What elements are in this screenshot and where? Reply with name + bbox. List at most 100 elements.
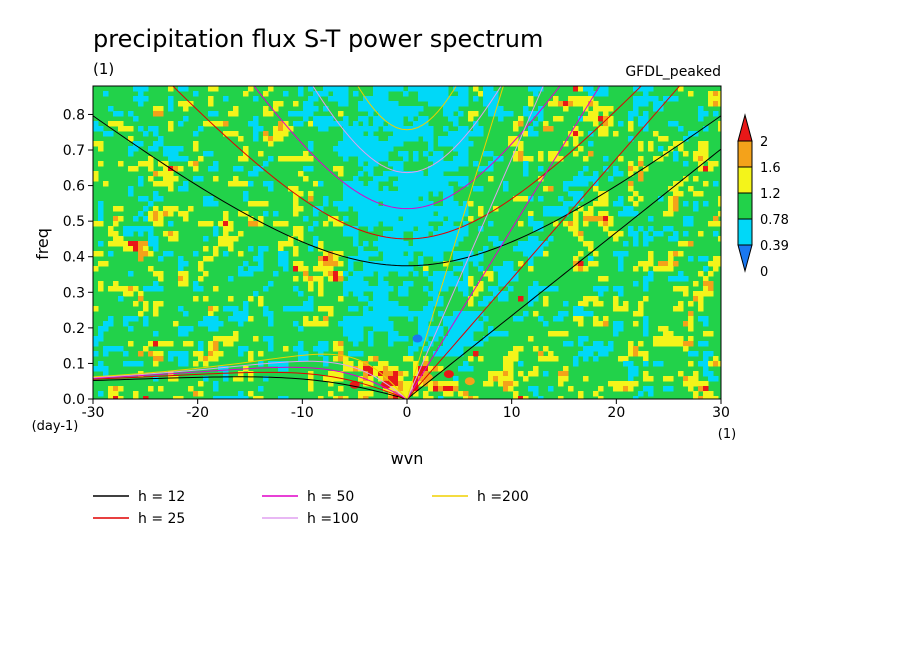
field-cell bbox=[108, 226, 114, 232]
field-cell bbox=[93, 266, 99, 272]
field-cell bbox=[463, 271, 469, 277]
field-cell bbox=[448, 201, 454, 207]
field-cell bbox=[433, 186, 439, 192]
field-cell bbox=[693, 151, 699, 157]
field-cell bbox=[318, 121, 324, 127]
field-cell bbox=[448, 176, 454, 182]
field-cell bbox=[238, 311, 244, 317]
field-cell bbox=[463, 341, 469, 347]
field-cell bbox=[343, 91, 349, 97]
field-cell bbox=[598, 86, 604, 92]
field-cell bbox=[608, 216, 614, 222]
field-cell bbox=[708, 396, 714, 399]
field-cell bbox=[443, 181, 449, 187]
field-cell bbox=[103, 181, 109, 187]
field-cell bbox=[598, 221, 604, 227]
field-cell bbox=[573, 196, 579, 202]
field-cell bbox=[378, 111, 384, 117]
field-cell bbox=[668, 276, 674, 282]
field-cell bbox=[128, 186, 134, 192]
field-cell bbox=[98, 206, 104, 212]
field-cell bbox=[653, 156, 659, 162]
field-cell bbox=[693, 201, 699, 207]
field-cell bbox=[398, 221, 404, 227]
field-cell bbox=[383, 311, 389, 317]
field-cell bbox=[98, 141, 104, 147]
field-cell bbox=[203, 376, 209, 382]
field-cell bbox=[458, 311, 464, 317]
field-cell bbox=[428, 366, 434, 372]
field-cell bbox=[403, 156, 409, 162]
field-cell bbox=[368, 336, 374, 342]
field-cell bbox=[513, 381, 519, 387]
field-cell bbox=[263, 336, 269, 342]
field-cell bbox=[438, 271, 444, 277]
field-cell bbox=[478, 286, 484, 292]
field-cell bbox=[598, 191, 604, 197]
field-cell bbox=[263, 311, 269, 317]
field-cell bbox=[253, 396, 259, 399]
field-cell bbox=[268, 311, 274, 317]
field-cell bbox=[343, 291, 349, 297]
field-cell bbox=[153, 271, 159, 277]
field-cell bbox=[443, 106, 449, 112]
field-cell bbox=[473, 311, 479, 317]
field-cell bbox=[213, 246, 219, 252]
field-cell bbox=[458, 176, 464, 182]
field-cell bbox=[403, 241, 409, 247]
y-tick-label: 0.8 bbox=[63, 107, 85, 123]
field-cell bbox=[638, 121, 644, 127]
field-cell bbox=[248, 201, 254, 207]
field-cell bbox=[488, 161, 494, 167]
field-cell bbox=[373, 371, 379, 377]
field-cell bbox=[503, 381, 509, 387]
field-cell bbox=[418, 236, 424, 242]
field-cell bbox=[438, 351, 444, 357]
field-cell bbox=[463, 131, 469, 137]
field-cell bbox=[213, 161, 219, 167]
field-cell bbox=[418, 96, 424, 102]
field-cell bbox=[633, 166, 639, 172]
field-cell bbox=[438, 226, 444, 232]
field-cell bbox=[433, 206, 439, 212]
field-cell bbox=[713, 111, 719, 117]
field-cell bbox=[453, 156, 459, 162]
y-axis: 0.00.10.20.30.40.50.60.70.8 bbox=[63, 107, 93, 408]
field-cell bbox=[258, 256, 264, 262]
field-cell bbox=[223, 121, 229, 127]
field-cell bbox=[383, 321, 389, 327]
field-cell bbox=[718, 256, 721, 262]
field-cell bbox=[428, 241, 434, 247]
field-cell bbox=[148, 231, 154, 237]
field-cell bbox=[473, 321, 479, 327]
field-cell bbox=[98, 211, 104, 217]
field-cell bbox=[218, 236, 224, 242]
field-cell bbox=[418, 206, 424, 212]
field-cell bbox=[458, 251, 464, 257]
field-cell bbox=[218, 121, 224, 127]
field-cell bbox=[428, 301, 434, 307]
field-cell bbox=[413, 126, 419, 132]
field-cell bbox=[678, 86, 684, 92]
field-cell bbox=[648, 216, 654, 222]
field-cell bbox=[578, 341, 584, 347]
field-cell bbox=[433, 241, 439, 247]
field-cell bbox=[133, 146, 139, 152]
field-cell bbox=[93, 251, 99, 257]
field-cell bbox=[658, 261, 664, 267]
field-cell bbox=[678, 181, 684, 187]
field-cell bbox=[483, 316, 489, 322]
field-cell bbox=[348, 286, 354, 292]
field-cell bbox=[703, 276, 709, 282]
field-cell bbox=[378, 211, 384, 217]
field-cell bbox=[608, 176, 614, 182]
field-cell bbox=[583, 166, 589, 172]
field-cell bbox=[653, 231, 659, 237]
field-cell bbox=[333, 121, 339, 127]
field-cell bbox=[698, 161, 704, 167]
field-cell bbox=[143, 251, 149, 257]
field-cell bbox=[163, 211, 169, 217]
field-cell bbox=[593, 286, 599, 292]
field-cell bbox=[388, 366, 394, 372]
